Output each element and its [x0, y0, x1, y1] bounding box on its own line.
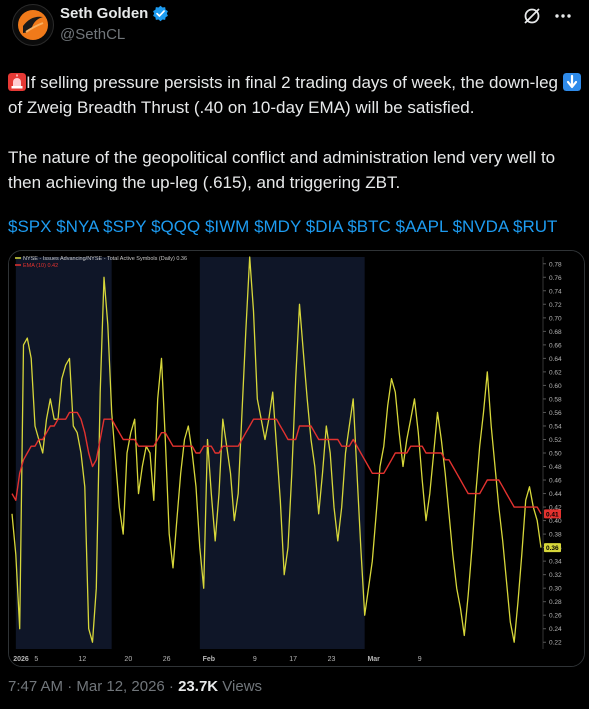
series-line-advancing-ratio	[11, 256, 542, 643]
y-tick-label: 0.24	[549, 626, 562, 633]
x-tick-label: 23	[328, 656, 336, 663]
y-tick-label: 0.40	[549, 518, 562, 525]
tweet-paragraph-2: The nature of the geopolitical conflict …	[8, 148, 556, 192]
y-tick-label: 0.44	[549, 491, 562, 498]
price-tag-label: 0.41	[546, 511, 559, 518]
cashtag-link[interactable]: $AAPL	[395, 217, 448, 236]
y-tick-label: 0.50	[549, 451, 562, 458]
x-tick-label: 9	[253, 656, 257, 663]
x-tick-label: 9	[418, 656, 422, 663]
y-tick-label: 0.54	[549, 423, 562, 430]
cashtag-link[interactable]: $RUT	[513, 217, 558, 236]
grok-icon[interactable]	[522, 6, 542, 26]
y-tick-label: 0.46	[549, 478, 562, 485]
verified-badge-icon	[153, 5, 169, 22]
breadth-chart: 0.78 0.76 0.74 0.72 0.70 0.68 0.66 0.64 0.62 0.60…	[9, 251, 584, 666]
post-meta: 7:47 AM · Mar 12, 2026 · 23.7K Views	[8, 678, 262, 695]
y-tick-label: 0.78	[549, 261, 562, 268]
alarm-light-emoji-icon	[8, 73, 26, 91]
tweet-text: If selling pressure persists in final 2 …	[8, 70, 583, 120]
cashtag-link[interactable]: $NYA	[56, 217, 99, 236]
y-tick-label: 0.52	[549, 437, 562, 444]
y-tick-label: 0.60	[549, 383, 562, 390]
cashtag-list: $SPX $NYA $SPY $QQQ $IWM $MDY $DIA $BTC …	[8, 214, 583, 239]
more-options-icon[interactable]	[553, 6, 573, 26]
y-tick-label: 0.30	[549, 586, 562, 593]
y-tick-label: 0.56	[549, 410, 562, 417]
y-tick-label: 0.26	[549, 613, 562, 620]
avatar[interactable]	[12, 4, 54, 46]
x-tick-label: 12	[78, 656, 86, 663]
y-tick-label: 0.38	[549, 532, 562, 539]
y-tick-label: 0.68	[549, 329, 562, 336]
author-handle[interactable]: @SethCL	[60, 26, 126, 43]
y-tick-label: 0.22	[549, 640, 562, 647]
x-tick-label: 2026	[13, 656, 29, 663]
views-count: 23.7K	[178, 678, 219, 695]
tweet-paragraph-1-start: If selling pressure persists in final 2 …	[26, 73, 558, 92]
y-tick-label: 0.66	[549, 342, 562, 349]
cashtag-link[interactable]: $SPX	[8, 217, 52, 236]
timestamp[interactable]: 7:47 AM · Mar 12, 2026 ·	[8, 678, 174, 695]
down-arrow-emoji-icon	[562, 73, 581, 91]
y-tick-label: 0.42	[549, 505, 562, 512]
legend-entry: NYSE - Issues Advancing/NYSE - Total Act…	[23, 256, 187, 262]
tweet-paragraph-1-end: of Zweig Breadth Thrust (.40 on 10-day E…	[8, 98, 475, 117]
avatar-logo	[18, 10, 48, 40]
x-tick-label: Feb	[203, 656, 215, 663]
cashtag-link[interactable]: $DIA	[305, 217, 343, 236]
shaded-period	[15, 257, 112, 649]
y-tick-label: 0.72	[549, 302, 562, 309]
y-tick-label: 0.58	[549, 396, 562, 403]
y-tick-label: 0.62	[549, 369, 562, 376]
price-tag-box	[544, 543, 561, 553]
cashtag-link[interactable]: $IWM	[204, 217, 250, 236]
y-tick-label: 0.34	[549, 559, 562, 566]
y-tick-label: 0.70	[549, 315, 562, 322]
cashtag-link[interactable]: $BTC	[347, 217, 391, 236]
x-tick-label: Mar	[367, 656, 380, 663]
legend-entry: EMA (10) 0.42	[23, 263, 58, 269]
y-tick-label: 0.64	[549, 356, 562, 363]
shaded-period	[199, 257, 365, 649]
price-tag-label: 0.36	[546, 545, 559, 552]
y-tick-label: 0.74	[549, 288, 562, 295]
post-header: Seth Golden @SethCL	[0, 0, 589, 60]
cashtag-link[interactable]: $QQQ	[151, 217, 201, 236]
x-tick-label: 5	[34, 656, 38, 663]
x-tick-label: 17	[289, 656, 297, 663]
series-line-ema	[11, 411, 542, 515]
cashtag-link[interactable]: $MDY	[254, 217, 301, 236]
cashtag-link[interactable]: $NVDA	[452, 217, 509, 236]
views-label: Views	[222, 678, 263, 695]
y-tick-label: 0.32	[549, 572, 562, 579]
y-tick-label: 0.28	[549, 599, 562, 606]
price-tag-box	[544, 509, 561, 519]
x-tick-label: 20	[124, 656, 132, 663]
x-tick-label: 26	[163, 656, 171, 663]
y-tick-label: 0.76	[549, 275, 562, 282]
cashtag-link[interactable]: $SPY	[103, 217, 147, 236]
chart-image[interactable]: 0.78 0.76 0.74 0.72 0.70 0.68 0.66 0.64 0.62 0.60…	[8, 250, 585, 667]
y-tick-label: 0.48	[549, 464, 562, 471]
display-name[interactable]: Seth Golden	[60, 5, 149, 22]
